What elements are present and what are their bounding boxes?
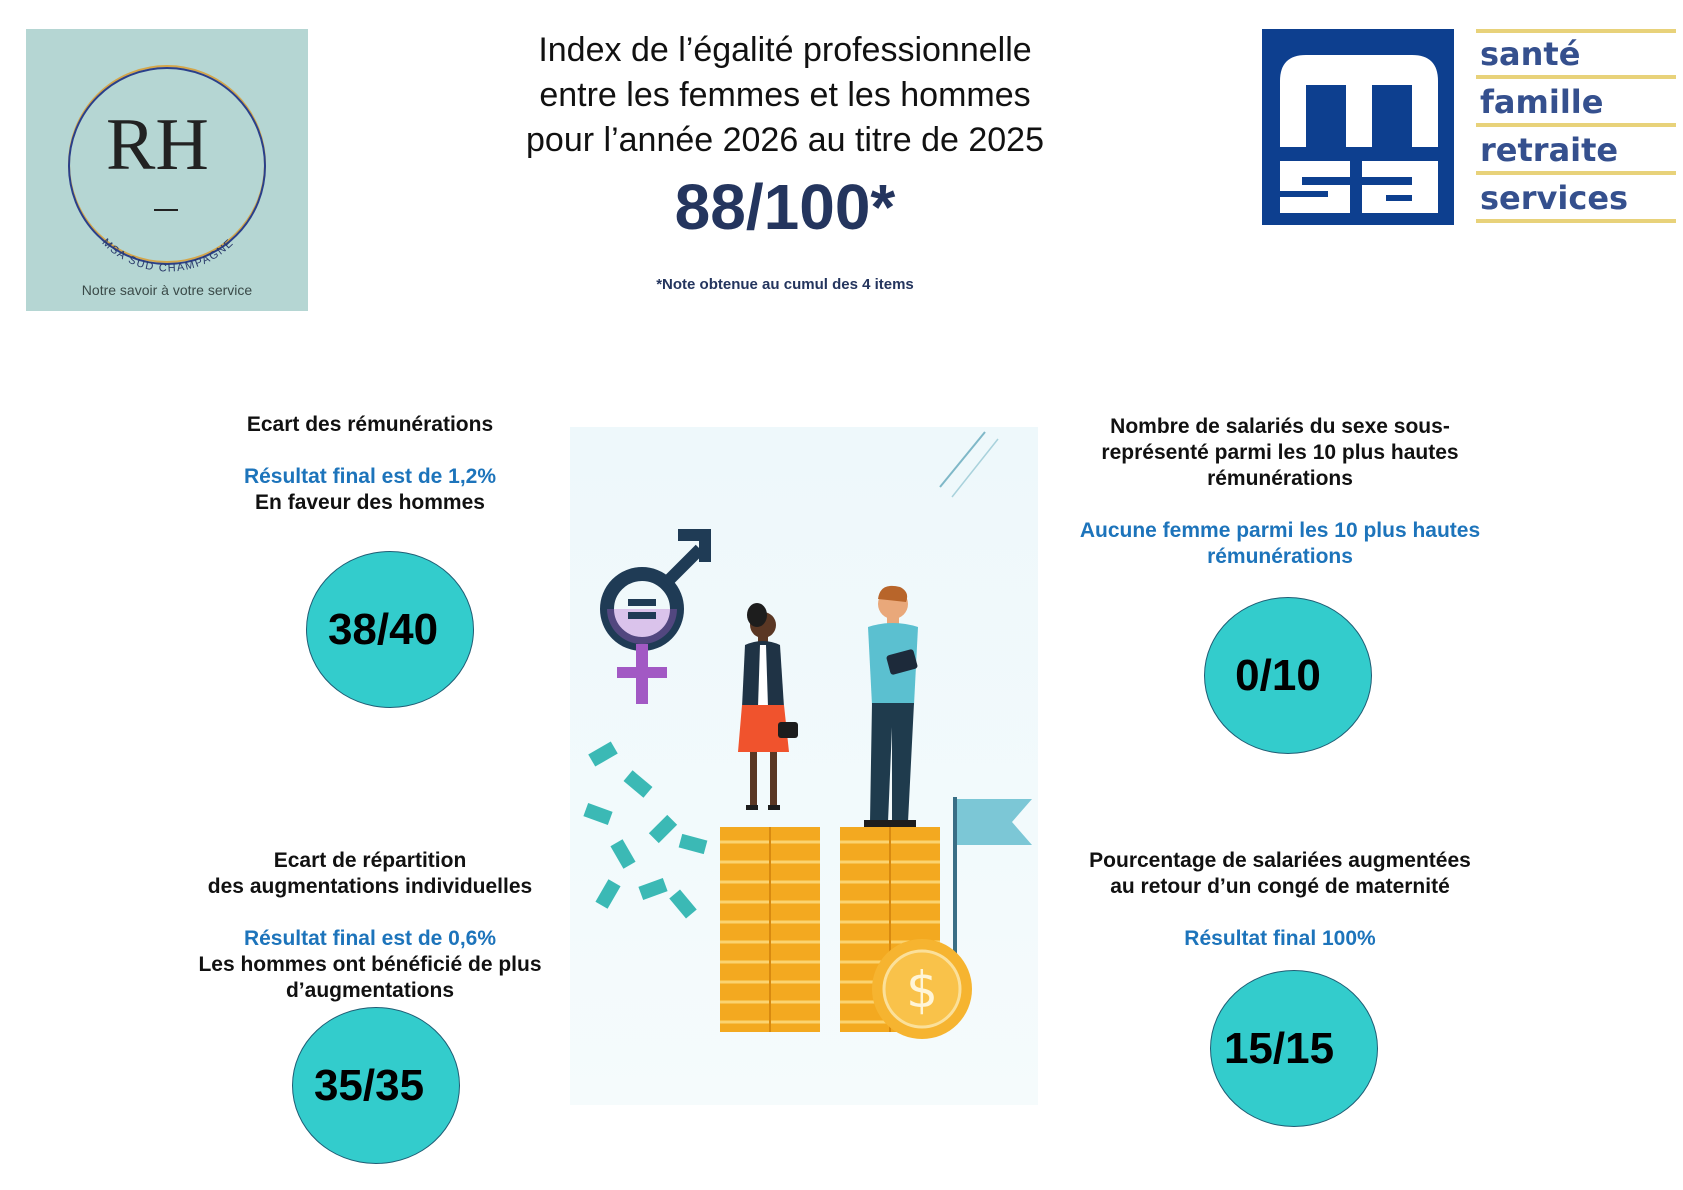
- rh-logo: RH MSA SUD CHAMPAGNE Notre savoir à votr…: [26, 29, 308, 311]
- maternite-score: 15/15: [1223, 1023, 1335, 1073]
- augmentations-score: 35/35: [313, 1060, 425, 1110]
- page-title: Index de l’égalité professionnelle entre…: [460, 28, 1110, 163]
- section-hautes-remunerations: Nombre de salariés du sexe sous- représe…: [1060, 414, 1500, 570]
- section-augmentations: Ecart de répartition des augmentations i…: [170, 848, 570, 1004]
- flag-icon: [953, 797, 1032, 962]
- man-figure: [864, 585, 918, 827]
- hautes-result-line-2: rémunérations: [1207, 545, 1353, 568]
- score-footnote: *Note obtenue au cumul des 4 items: [656, 276, 914, 293]
- hautes-heading-line-3: rémunérations: [1207, 467, 1353, 490]
- woman-figure: [738, 603, 798, 810]
- remuneration-score: 38/40: [327, 604, 439, 654]
- banknotes: [583, 741, 708, 919]
- augmentations-heading-line-2: des augmentations individuelles: [207, 875, 533, 898]
- hautes-result-line-1: Aucune femme parmi les 10 plus hautes: [1079, 519, 1481, 542]
- svg-text:MSA SUD CHAMPAGNE: MSA SUD CHAMPAGNE: [100, 236, 237, 274]
- maternite-heading-line-2: au retour d’un congé de maternité: [1110, 875, 1450, 898]
- augmentations-score-badge: 35/35: [292, 1007, 460, 1164]
- remuneration-score-badge: 38/40: [306, 551, 474, 708]
- msa-tagline-retraite: retraite: [1480, 131, 1618, 169]
- remuneration-heading: Ecart des rémunérations: [246, 413, 494, 436]
- section-remuneration: Ecart des rémunérations Résultat final e…: [170, 412, 570, 516]
- gender-equality-icon: [600, 529, 711, 704]
- augmentations-detail-line-1: Les hommes ont bénéficié de plus: [198, 953, 542, 976]
- svg-text:$: $: [906, 961, 938, 1019]
- section-maternite: Pourcentage de salariées augmentées au r…: [1060, 848, 1500, 952]
- augmentations-heading-line-1: Ecart de répartition: [273, 849, 467, 872]
- augmentations-result: Résultat final est de 0,6%: [243, 927, 497, 950]
- msa-tagline-services: services: [1480, 179, 1628, 217]
- hautes-score-badge: 0/10: [1204, 597, 1372, 754]
- maternite-score-badge: 15/15: [1210, 970, 1378, 1127]
- maternite-heading-line-1: Pourcentage de salariées augmentées: [1089, 849, 1471, 872]
- equality-illustration: $: [570, 427, 1038, 1105]
- title-line-3: pour l’année 2026 au titre de 2025: [526, 121, 1044, 159]
- augmentations-detail-line-2: d’augmentations: [285, 979, 454, 1002]
- msa-tagline-famille: famille: [1480, 83, 1603, 121]
- rh-tagline: Notre savoir à votre service: [81, 282, 253, 298]
- hautes-heading-line-2: représenté parmi les 10 plus hautes: [1101, 441, 1459, 464]
- rh-ring-text: MSA SUD CHAMPAGNE: [100, 236, 235, 274]
- msa-tagline-sante: santé: [1480, 35, 1580, 73]
- total-score: 88/100*: [674, 171, 896, 243]
- msa-logo: santé famille retraite services: [1262, 29, 1677, 225]
- title-line-1: Index de l’égalité professionnelle: [538, 31, 1032, 69]
- hautes-heading-line-1: Nombre de salariés du sexe sous-: [1110, 415, 1450, 438]
- maternite-result: Résultat final 100%: [1184, 927, 1376, 950]
- remuneration-result: Résultat final est de 1,2%: [243, 465, 497, 488]
- dollar-coin-icon: $: [872, 939, 972, 1039]
- rh-letters: RH: [106, 104, 209, 186]
- title-line-2: entre les femmes et les hommes: [539, 76, 1031, 114]
- remuneration-detail: En faveur des hommes: [255, 491, 485, 514]
- hautes-score: 0/10: [1235, 650, 1321, 700]
